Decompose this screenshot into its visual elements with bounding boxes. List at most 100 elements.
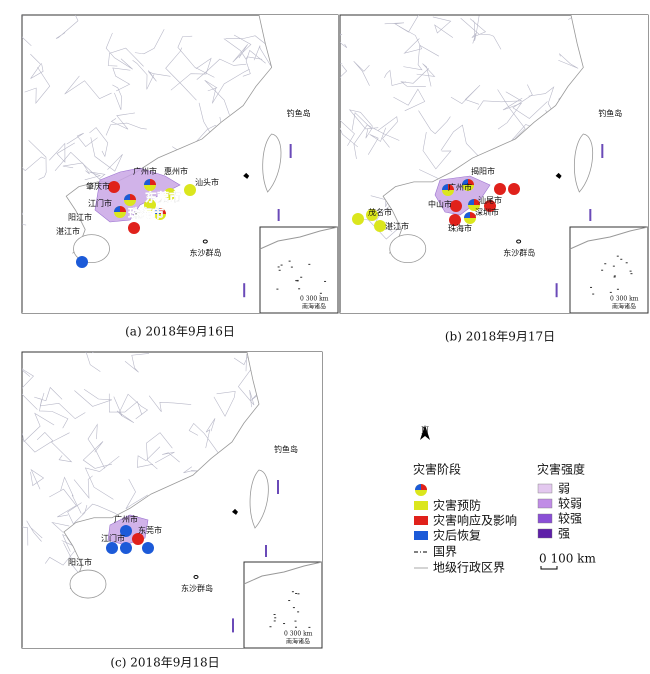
city-label: 汕尾市: [478, 195, 502, 205]
island: [389, 234, 427, 264]
admin-boundary: [73, 475, 93, 499]
admin-boundary: [528, 86, 555, 116]
inset-dot: [612, 265, 615, 267]
coastline: [63, 352, 260, 590]
admin-boundary: [384, 15, 419, 33]
island: [193, 574, 199, 579]
admin-boundary: [22, 156, 46, 171]
stage-marker: [450, 200, 462, 212]
place-label: 钓鱼岛: [598, 108, 622, 118]
admin-boundary: [84, 171, 106, 181]
city-label: 深圳市: [475, 207, 499, 217]
inset-dot: [613, 276, 616, 278]
inset-dot: [300, 276, 303, 278]
legend-label: 灾后恢复: [433, 528, 481, 543]
stage-marker: [144, 199, 156, 211]
admin-boundary: [469, 18, 487, 44]
admin-boundary: [196, 58, 247, 80]
stage-marker: [130, 194, 136, 200]
admin-boundary: [148, 395, 192, 413]
inset-dot: [292, 607, 295, 609]
admin-boundary: [416, 63, 436, 87]
admin-boundary: [125, 478, 149, 510]
admin-boundary: [351, 112, 373, 139]
admin-boundary: [34, 386, 63, 402]
admin-boundary: [49, 488, 77, 518]
stage-marker: [108, 181, 120, 193]
legend-title: 灾害强度: [537, 462, 585, 477]
island: [262, 133, 282, 193]
legend-swatch: [414, 531, 428, 540]
inset-dot: [298, 288, 301, 290]
admin-boundary: [477, 91, 523, 110]
inset-scale: 0 300 km: [610, 296, 639, 303]
stage-marker: [124, 194, 130, 200]
admin-boundary: [22, 368, 38, 410]
stage-marker: [120, 542, 132, 554]
admin-boundary: [393, 88, 426, 112]
admin-boundary: [30, 53, 44, 79]
admin-boundary: [22, 15, 24, 17]
inset-dot: [291, 591, 294, 593]
inset-scale: 0 300 km: [284, 631, 313, 638]
island: [73, 234, 110, 264]
border-mark: [265, 545, 267, 557]
city-label: 湛江市: [385, 221, 409, 231]
inset-dot: [308, 626, 311, 628]
city-label: 江门市: [101, 533, 125, 543]
island: [574, 133, 594, 193]
admin-boundary: [177, 35, 215, 78]
coastline: [65, 15, 273, 254]
admin-boundary: [223, 38, 263, 60]
stage-marker: [128, 222, 140, 234]
stage-marker: [449, 214, 461, 226]
admin-boundary: [340, 64, 348, 78]
city-label: 湛江市: [56, 226, 80, 236]
admin-boundary: [134, 29, 165, 55]
admin-boundary: [110, 112, 135, 130]
inset-dot: [296, 279, 299, 281]
stage-marker: [352, 213, 364, 225]
stage-marker: [484, 200, 496, 212]
admin-boundary: [132, 59, 155, 90]
city-label: 东莞市: [145, 190, 181, 205]
inset-dot: [288, 260, 291, 262]
admin-boundary: [50, 432, 73, 463]
city-label: 广州市: [448, 182, 472, 192]
inset-dot: [294, 620, 297, 622]
island: [202, 239, 208, 244]
city-label: 江门市: [88, 198, 112, 208]
city-label: 广州市: [114, 514, 138, 524]
admin-boundary: [497, 97, 523, 130]
stage-marker: [120, 206, 126, 212]
admin-boundary: [49, 142, 75, 163]
admin-boundary: [89, 127, 109, 158]
stage-marker: [366, 209, 378, 221]
inset-dot: [630, 273, 633, 275]
admin-boundary: [497, 89, 526, 147]
admin-boundary: [148, 70, 171, 82]
city-label: 珠海市: [128, 206, 164, 221]
place-label: 钓鱼岛: [287, 108, 311, 118]
admin-boundary: [22, 212, 27, 226]
admin-boundary: [353, 60, 370, 86]
admin-boundary: [67, 502, 88, 525]
place-label: 钓鱼岛: [274, 444, 298, 454]
panel-caption: (c) 2018年9月18日: [110, 656, 219, 670]
admin-boundary: [118, 393, 149, 420]
admin-boundary: [87, 423, 105, 469]
inset-dot: [613, 275, 616, 277]
place-label: 东沙群岛: [181, 583, 213, 593]
admin-boundary: [432, 16, 454, 38]
city-label: 肇庆市: [86, 181, 110, 191]
inset-dot: [601, 269, 604, 271]
inset-dot: [620, 258, 623, 260]
stage-marker: [164, 188, 176, 200]
admin-boundary: [340, 119, 359, 148]
admin-boundary: [340, 33, 348, 48]
stage-marker: [154, 208, 160, 214]
